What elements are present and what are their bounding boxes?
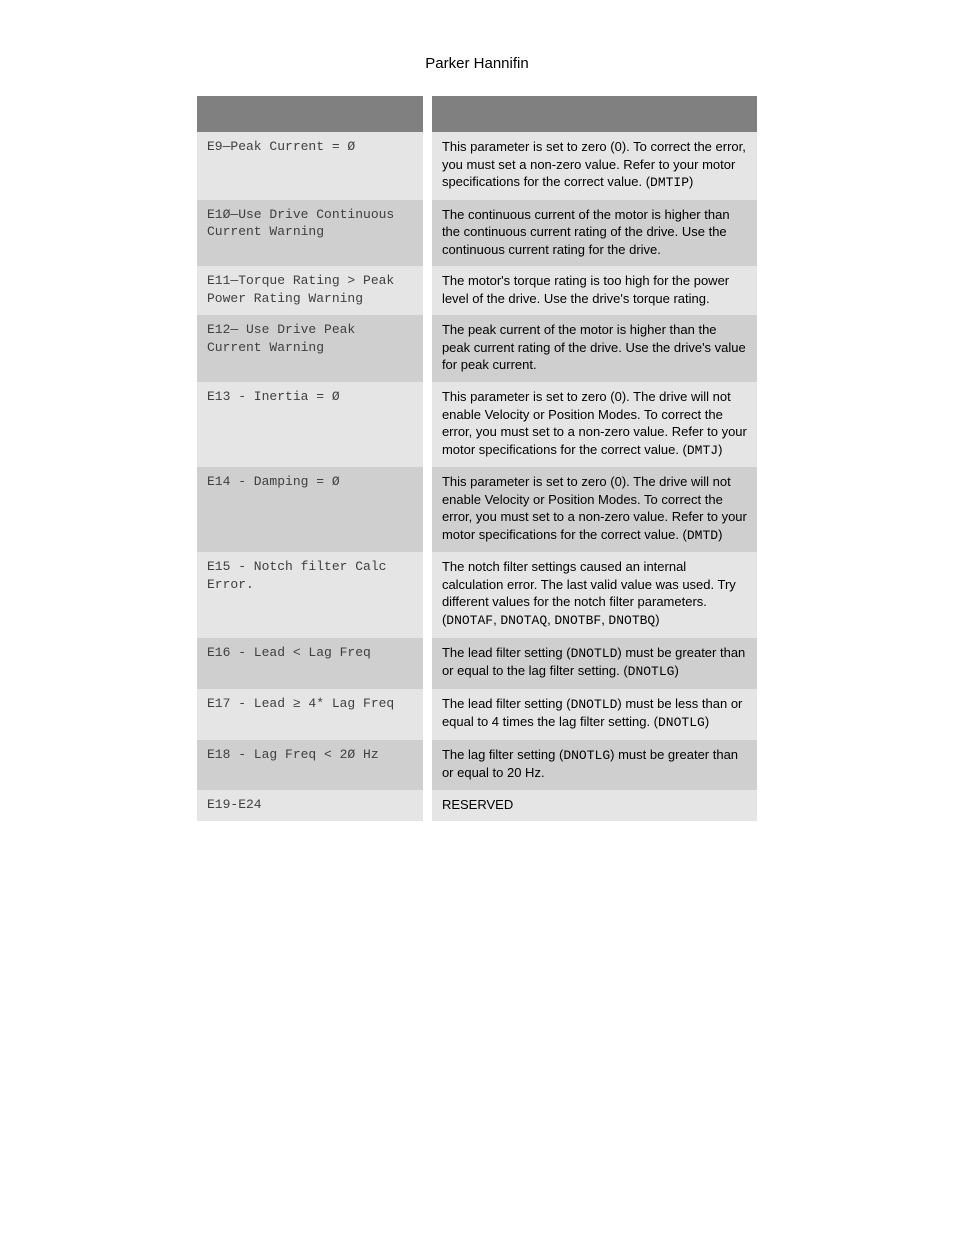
mono-token: DMTD [687, 528, 718, 543]
error-description: The lag filter setting (DNOTLG) must be … [432, 740, 757, 790]
text-segment: RESERVED [442, 797, 513, 812]
row-gap [423, 266, 432, 315]
mono-token: DNOTLG [563, 748, 610, 763]
error-code: E19-E24 [197, 790, 423, 822]
text-segment: The continuous current of the motor is h… [442, 207, 730, 257]
table-row: E17 - Lead ≥ 4* Lag FreqThe lead filter … [197, 689, 757, 740]
table-row: E9—Peak Current = Ø This parameter is set… [197, 132, 757, 200]
mono-token: DNOTLG [658, 715, 705, 730]
page: Parker Hannifin E9—Peak Current = Ø This … [0, 0, 954, 821]
error-code: E16 - Lead < Lag Freq [197, 638, 423, 689]
text-segment: The peak current of the motor is higher … [442, 322, 746, 372]
table-row: E14 - Damping = ØThis parameter is set t… [197, 467, 757, 552]
page-title: Parker Hannifin [0, 55, 954, 72]
error-table-wrap: E9—Peak Current = Ø This parameter is set… [197, 96, 757, 821]
error-code: E12— Use Drive Peak Current Warning [197, 315, 423, 382]
mono-token: DNOTLD [571, 646, 618, 661]
error-description: RESERVED [432, 790, 757, 822]
mono-token: DMTIP [650, 175, 689, 190]
text-segment: The lead filter setting ( [442, 645, 571, 660]
table-row: E19-E24 RESERVED [197, 790, 757, 822]
row-gap [423, 132, 432, 200]
table-body: E9—Peak Current = Ø This parameter is set… [197, 132, 757, 821]
error-code: E9—Peak Current = Ø [197, 132, 423, 200]
mono-token: DNOTAF [446, 613, 493, 628]
row-gap [423, 790, 432, 822]
row-gap [423, 638, 432, 689]
header-gap [423, 96, 432, 132]
mono-token: DNOTBF [554, 613, 601, 628]
error-description: The peak current of the motor is higher … [432, 315, 757, 382]
error-description: The motor's torque rating is too high fo… [432, 266, 757, 315]
text-segment: ) [655, 612, 659, 627]
text-segment: ) [718, 527, 722, 542]
table-row: E12— Use Drive Peak Current Warning The p… [197, 315, 757, 382]
row-gap [423, 200, 432, 267]
row-gap [423, 382, 432, 467]
error-code: E17 - Lead ≥ 4* Lag Freq [197, 689, 423, 740]
text-segment: ) [718, 442, 722, 457]
error-description: This parameter is set to zero (0). The d… [432, 467, 757, 552]
table-row: E16 - Lead < Lag FreqThe lead filter set… [197, 638, 757, 689]
text-segment: The motor's torque rating is too high fo… [442, 273, 729, 306]
error-code: E15 - Notch filter Calc Error. [197, 552, 423, 637]
text-segment: The lead filter setting ( [442, 696, 571, 711]
row-gap [423, 315, 432, 382]
mono-token: DMTJ [687, 443, 718, 458]
mono-token: DNOTLG [628, 664, 675, 679]
header-desc-col [432, 96, 757, 132]
error-code: E1Ø—Use Drive Continuous Current Warning [197, 200, 423, 267]
error-code: E14 - Damping = Ø [197, 467, 423, 552]
mono-token: DNOTAQ [500, 613, 547, 628]
error-code: E13 - Inertia = Ø [197, 382, 423, 467]
mono-token: DNOTBQ [608, 613, 655, 628]
error-description: The notch filter settings caused an inte… [432, 552, 757, 637]
table-row: E18 - Lag Freq < 2Ø HzThe lag filter set… [197, 740, 757, 790]
error-code: E18 - Lag Freq < 2Ø Hz [197, 740, 423, 790]
error-description: The lead filter setting (DNOTLD) must be… [432, 689, 757, 740]
error-description: This parameter is set to zero (0). The d… [432, 382, 757, 467]
error-description: The lead filter setting (DNOTLD) must be… [432, 638, 757, 689]
text-segment: ) [689, 174, 693, 189]
text-segment: ) [705, 714, 709, 729]
row-gap [423, 552, 432, 637]
table-row: E15 - Notch filter Calc Error.The notch … [197, 552, 757, 637]
row-gap [423, 467, 432, 552]
table-row: E13 - Inertia = ØThis parameter is set t… [197, 382, 757, 467]
row-gap [423, 689, 432, 740]
text-segment: This parameter is set to zero (0). To co… [442, 139, 746, 189]
mono-token: DNOTLD [571, 697, 618, 712]
text-segment: The lag filter setting ( [442, 747, 563, 762]
error-description: The continuous current of the motor is h… [432, 200, 757, 267]
table-header [197, 96, 757, 132]
table-row: E1Ø—Use Drive Continuous Current Warning… [197, 200, 757, 267]
text-segment: ) [674, 663, 678, 678]
error-code: E11—Torque Rating > Peak Power Rating Wa… [197, 266, 423, 315]
error-table: E9—Peak Current = Ø This parameter is set… [197, 96, 757, 821]
row-gap [423, 740, 432, 790]
error-description: This parameter is set to zero (0). To co… [432, 132, 757, 200]
header-code-col [197, 96, 423, 132]
table-row: E11—Torque Rating > Peak Power Rating Wa… [197, 266, 757, 315]
